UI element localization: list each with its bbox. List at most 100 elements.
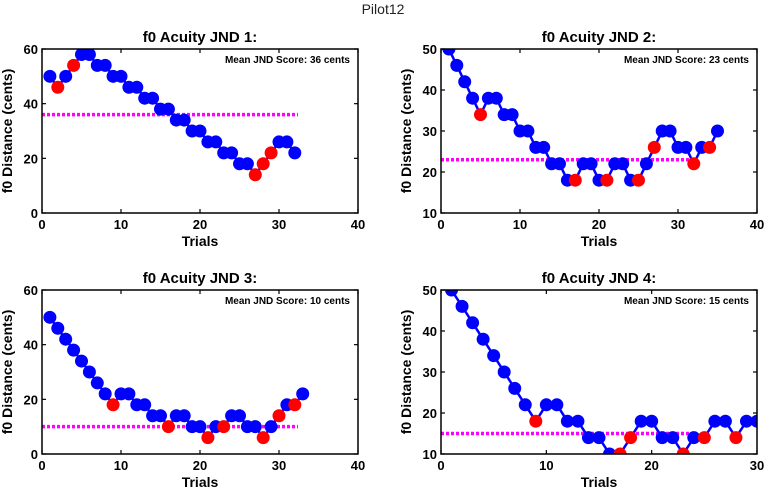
plot-area: [441, 290, 757, 454]
reversal-point: [288, 398, 302, 412]
data-point: [43, 69, 57, 83]
y-tick-label: 30: [423, 124, 437, 139]
panel-title: f0 Acuity JND 3:: [143, 270, 257, 287]
x-tick-label: 0: [38, 458, 45, 473]
data-point: [43, 310, 57, 324]
panel-jnd-1: f0 Acuity JND 1: Mean JND Score: 36 cents…: [0, 29, 365, 249]
y-tick-label: 50: [423, 42, 437, 57]
data-point: [634, 414, 648, 428]
reversal-point: [201, 431, 215, 445]
reversal-point: [161, 420, 175, 434]
data-point: [592, 431, 606, 445]
reversal-point: [256, 431, 270, 445]
data-point: [450, 58, 464, 72]
y-tick-label: 30: [423, 365, 437, 380]
x-axis-label: Trials: [182, 474, 219, 490]
plot-background: [441, 290, 757, 454]
data-point: [98, 387, 112, 401]
reversal-point: [600, 173, 614, 187]
y-tick-label: 20: [24, 392, 38, 407]
panel-title: f0 Acuity JND 2:: [542, 29, 656, 46]
data-point: [177, 113, 191, 127]
y-tick-label: 20: [24, 151, 38, 166]
x-tick-label: 20: [193, 217, 207, 232]
x-tick-label: 0: [38, 217, 45, 232]
reversal-point: [256, 157, 270, 171]
reversal-point: [687, 157, 701, 171]
reversal-point: [647, 140, 661, 154]
reversal-point: [529, 414, 543, 428]
data-point: [639, 157, 653, 171]
mean-jnd-annotation: Mean JND Score: 10 cents: [225, 296, 350, 307]
x-tick-label: 20: [592, 217, 606, 232]
data-point: [666, 431, 680, 445]
data-point: [98, 58, 112, 72]
data-point: [616, 157, 630, 171]
data-point: [489, 91, 503, 105]
reversal-point: [703, 140, 717, 154]
data-point: [476, 332, 490, 346]
panel-jnd-3: f0 Acuity JND 3: Mean JND Score: 10 cents…: [0, 270, 365, 490]
data-point: [138, 398, 152, 412]
data-point: [280, 135, 294, 149]
y-axis-label: f0 Distance (cents): [0, 69, 15, 193]
x-tick-label: 30: [272, 458, 286, 473]
x-tick-label: 30: [671, 217, 685, 232]
y-tick-label: 10: [423, 447, 437, 462]
x-tick-label: 10: [114, 458, 128, 473]
data-point: [114, 69, 128, 83]
figure-suptitle: Pilot12: [362, 1, 405, 17]
data-point: [739, 414, 753, 428]
data-point: [225, 146, 239, 160]
data-point: [553, 157, 566, 171]
panel-jnd-2: f0 Acuity JND 2: Mean JND Score: 23 cents…: [398, 29, 764, 249]
reversal-point: [474, 108, 487, 122]
data-point: [90, 376, 104, 390]
y-tick-label: 60: [24, 283, 38, 298]
data-point: [122, 387, 136, 401]
y-axis-label: f0 Distance (cents): [0, 310, 15, 434]
panel-title: f0 Acuity JND 4:: [542, 270, 656, 287]
reversal-point: [248, 168, 262, 182]
data-point: [75, 354, 88, 368]
panel-jnd-4: f0 Acuity JND 4: Mean JND Score: 15 cents…: [398, 270, 764, 490]
data-point: [67, 343, 81, 357]
x-tick-label: 10: [513, 217, 527, 232]
mean-jnd-annotation: Mean JND Score: 15 cents: [624, 296, 749, 307]
reversal-point: [272, 409, 286, 423]
reversal-point: [264, 146, 278, 160]
x-tick-label: 40: [750, 217, 764, 232]
data-point: [466, 316, 480, 330]
y-tick-label: 40: [423, 83, 437, 98]
data-point: [711, 124, 724, 138]
x-tick-label: 0: [437, 458, 444, 473]
data-point: [537, 140, 551, 154]
y-tick-label: 10: [423, 206, 437, 221]
x-tick-label: 30: [750, 458, 764, 473]
y-axis-label: f0 Distance (cents): [398, 69, 414, 193]
data-point: [146, 91, 160, 105]
data-point: [466, 91, 480, 105]
data-point: [603, 447, 617, 454]
data-point: [177, 409, 191, 423]
data-point: [209, 135, 223, 149]
data-point: [288, 146, 302, 160]
y-tick-label: 20: [423, 406, 437, 421]
data-point: [571, 414, 585, 428]
reversal-point: [568, 173, 582, 187]
x-tick-label: 10: [539, 458, 553, 473]
x-tick-label: 40: [351, 217, 365, 232]
y-tick-label: 40: [24, 97, 38, 112]
data-point: [584, 157, 598, 171]
x-axis-label: Trials: [581, 233, 618, 249]
data-point: [455, 299, 469, 313]
reversal-point: [613, 447, 627, 454]
data-point: [505, 108, 519, 122]
data-point: [750, 414, 757, 428]
data-point: [296, 387, 310, 401]
data-point: [193, 124, 207, 138]
x-axis-label: Trials: [581, 474, 618, 490]
y-tick-label: 40: [423, 324, 437, 339]
reversal-point: [676, 447, 690, 454]
